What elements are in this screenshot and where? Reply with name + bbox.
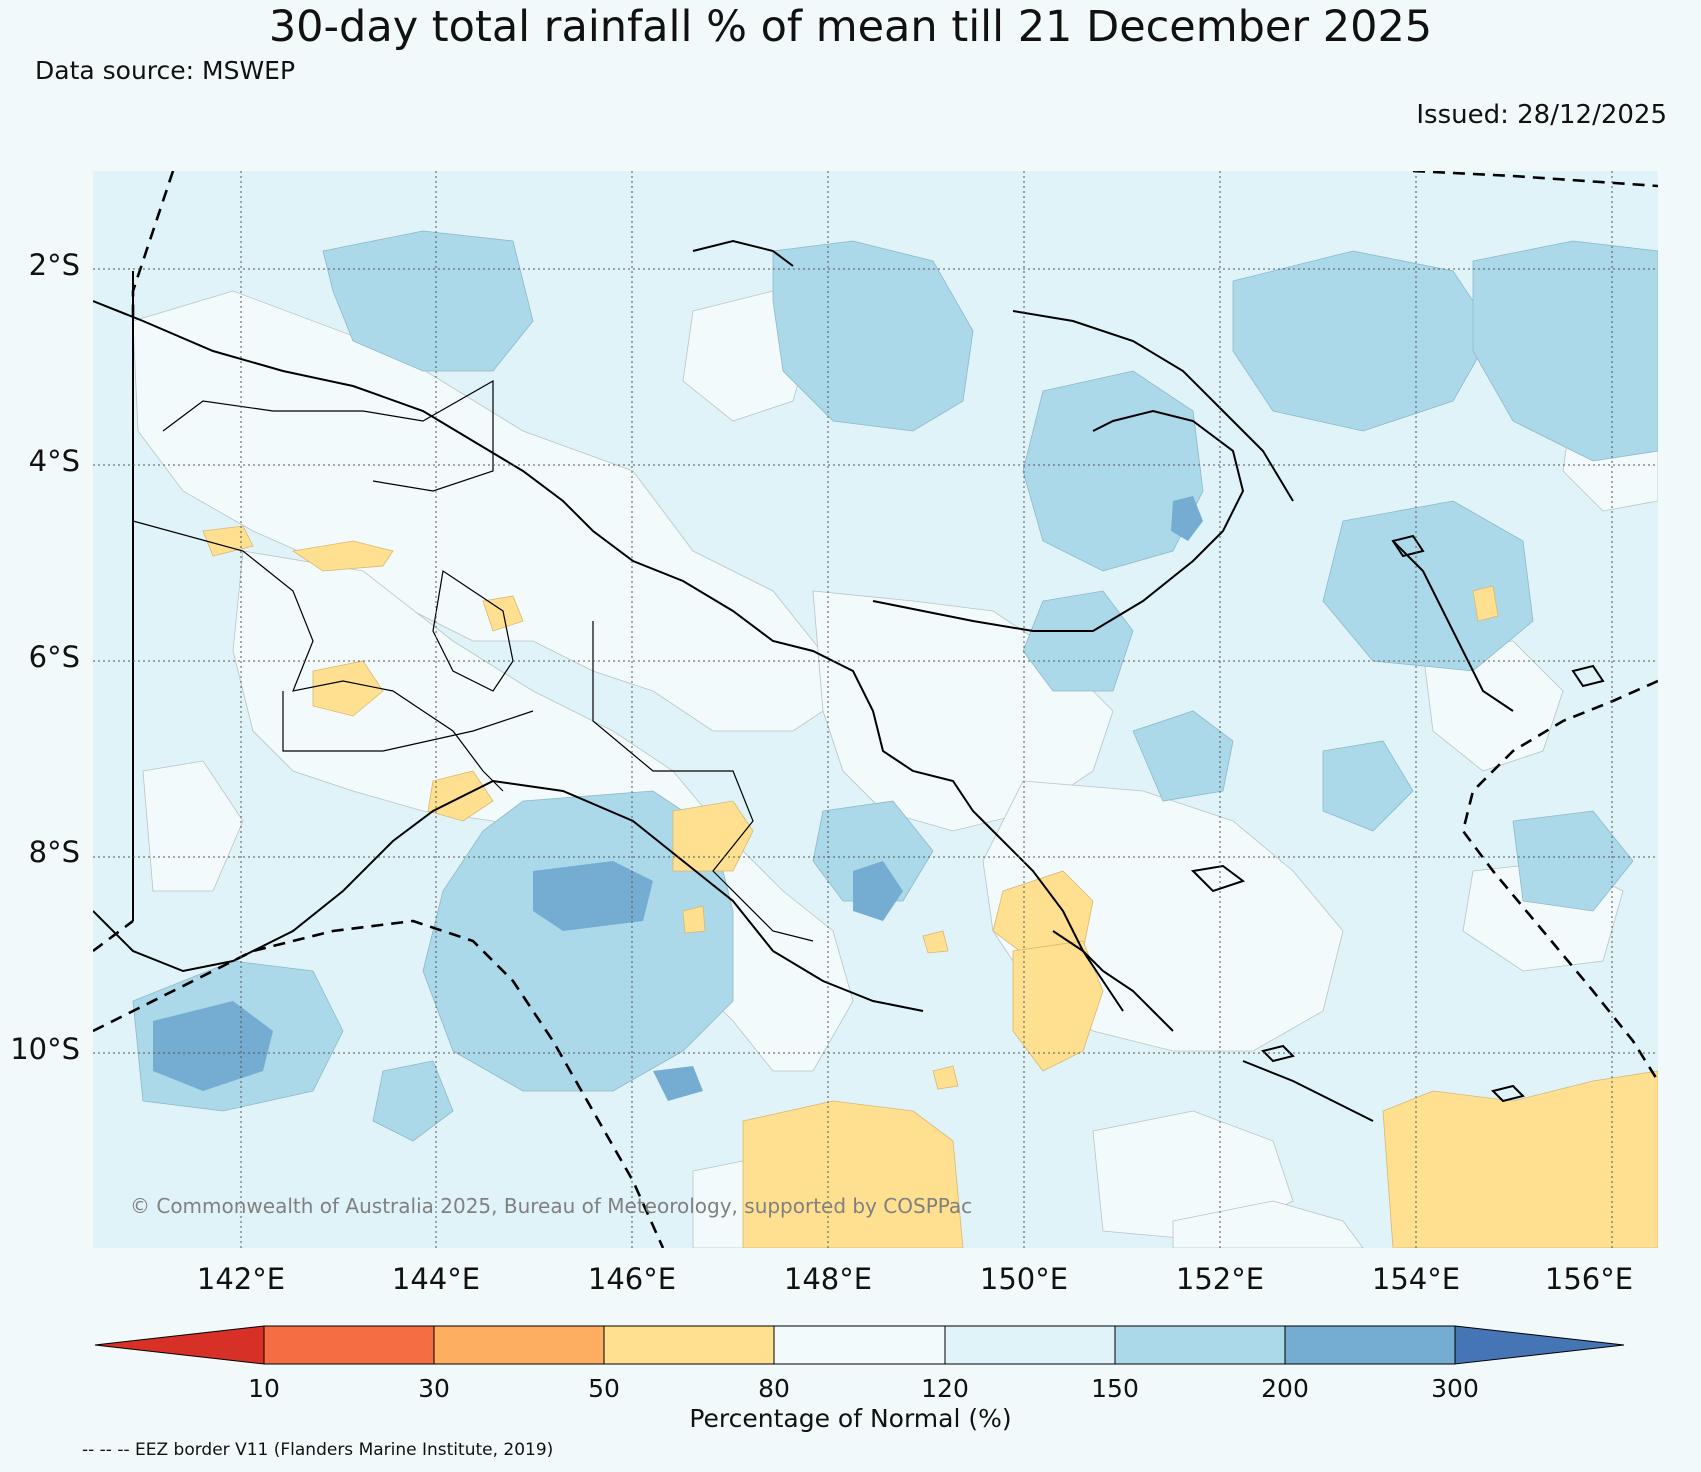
colorbar-segment-30-50 (433, 1325, 605, 1365)
coastlines (93, 239, 1605, 1122)
colorbar-tick-10: 10 (248, 1374, 280, 1403)
lon-label-148e: 148°E (783, 1262, 873, 1296)
colorbar-title: Percentage of Normal (%) (689, 1404, 1012, 1433)
eez-borders (93, 171, 1658, 1248)
lon-label-144e: 144°E (391, 1262, 481, 1296)
colorbar-tick-30: 30 (418, 1374, 450, 1403)
colorbar-tick-120: 120 (921, 1374, 969, 1403)
lat-label-8s: 8°S (28, 835, 80, 869)
colorbar-tick-80: 80 (758, 1374, 790, 1403)
colorbar-segment-10-30 (263, 1325, 435, 1365)
colorbar-segment-above-300 (1454, 1325, 1625, 1365)
copyright-notice: © Commonwealth of Australia 2025, Bureau… (130, 1194, 973, 1218)
data-source-label: Data source: MSWEP (35, 56, 296, 85)
colorbar-tick-150: 150 (1091, 1374, 1139, 1403)
rainfall-map (93, 171, 1658, 1248)
colorbar-tick-200: 200 (1261, 1374, 1309, 1403)
lon-label-156e: 156°E (1544, 1262, 1634, 1296)
issued-date: Issued: 28/12/2025 (1416, 100, 1667, 130)
lat-label-10s: 10°S (10, 1032, 80, 1066)
province-borders (132, 379, 814, 942)
colorbar (94, 1325, 1625, 1365)
colorbar-segment-50-80 (603, 1325, 775, 1365)
lat-label-6s: 6°S (28, 640, 80, 674)
below-normal-regions (202, 525, 1658, 1248)
colorbar-segment-150-200 (1114, 1325, 1286, 1365)
graticule (93, 171, 1658, 1248)
lon-label-146e: 146°E (587, 1262, 677, 1296)
map-title: 30-day total rainfall % of mean till 21 … (268, 2, 1433, 52)
colorbar-tick-50: 50 (588, 1374, 620, 1403)
well-above-normal-regions (153, 496, 1203, 1101)
colorbar-segment-120-150 (944, 1325, 1116, 1365)
colorbar-segment-80-120 (773, 1325, 946, 1365)
lon-label-154e: 154°E (1371, 1262, 1461, 1296)
lat-label-2s: 2°S (28, 248, 80, 282)
lon-label-142e: 142°E (196, 1262, 286, 1296)
lon-label-152e: 152°E (1175, 1262, 1265, 1296)
lon-label-150e: 150°E (979, 1262, 1069, 1296)
eez-footnote: -- -- -- EEZ border V11 (Flanders Marine… (82, 1440, 554, 1460)
colorbar-segment-below-10 (94, 1325, 265, 1365)
above-normal-regions (132, 230, 1658, 1142)
colorbar-tick-300: 300 (1431, 1374, 1479, 1403)
lat-label-4s: 4°S (28, 444, 80, 478)
colorbar-segment-200-300 (1284, 1325, 1456, 1365)
